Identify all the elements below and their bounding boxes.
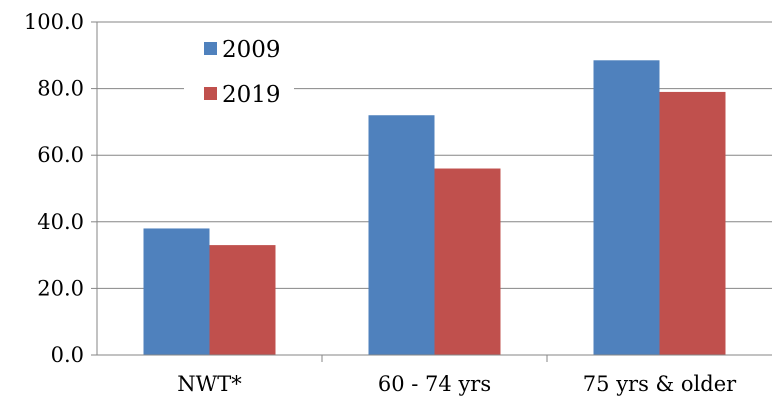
legend-label-2019: 2019 bbox=[222, 82, 281, 108]
x-tick-label: NWT* bbox=[177, 372, 242, 396]
axes bbox=[91, 21, 772, 362]
y-tick-label: 20.0 bbox=[37, 276, 84, 300]
bar-2019-2 bbox=[659, 91, 726, 356]
x-tick-label: 60 - 74 yrs bbox=[378, 372, 491, 396]
y-tick-label: 0.0 bbox=[51, 343, 84, 367]
legend-label-2009: 2009 bbox=[222, 37, 281, 63]
y-tick-label: 80.0 bbox=[37, 77, 84, 101]
bar-2009-2 bbox=[593, 60, 660, 356]
y-tick-labels: 0.0 20.0 40.0 60.0 80.0 100.0 bbox=[24, 10, 84, 367]
legend-swatch-2019 bbox=[204, 87, 217, 100]
x-tick-labels: NWT* 60 - 74 yrs 75 yrs & older bbox=[177, 372, 737, 396]
bar-2019-0 bbox=[209, 245, 276, 355]
y-tick-label: 40.0 bbox=[37, 210, 84, 234]
y-tick-label: 100.0 bbox=[24, 10, 84, 34]
bar-2019-1 bbox=[434, 168, 501, 355]
bars bbox=[143, 60, 726, 356]
legend-background bbox=[184, 28, 294, 124]
legend-swatch-2009 bbox=[204, 42, 217, 55]
x-tick-label: 75 yrs & older bbox=[583, 372, 737, 396]
bar-2009-0 bbox=[143, 228, 210, 355]
bar-2009-1 bbox=[368, 115, 435, 356]
y-tick-label: 60.0 bbox=[37, 143, 84, 167]
legend: 2009 2019 bbox=[184, 28, 294, 124]
